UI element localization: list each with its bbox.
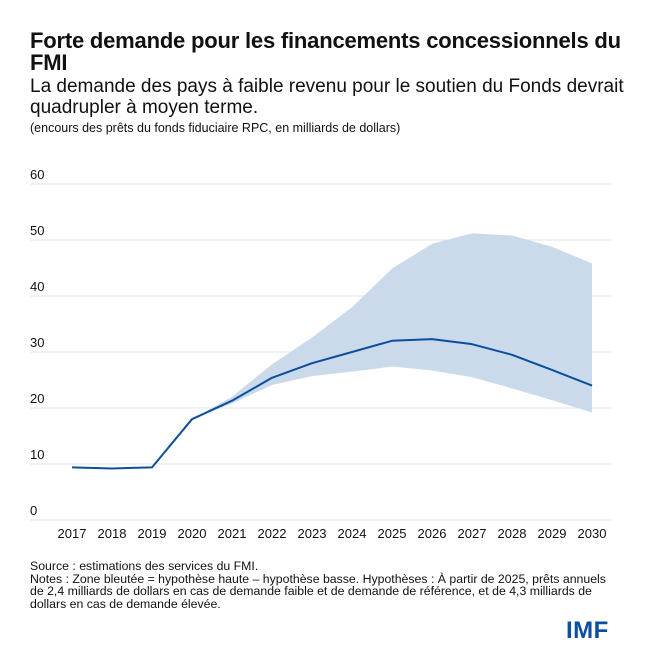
x-tick-label: 2025 [378,526,407,541]
x-tick-label: 2028 [498,526,527,541]
y-tick-label: 0 [30,503,37,518]
x-tick-label: 2017 [58,526,87,541]
y-tick-label: 20 [30,391,44,406]
x-tick-label: 2024 [338,526,367,541]
y-axis: 0 10 20 30 40 50 60 [30,167,44,518]
baseline-line-group [71,338,593,470]
y-tick-label: 10 [30,447,44,462]
y-tick-label: 60 [30,167,44,182]
y-tick-label: 30 [30,335,44,350]
footer: Source : estimations des services du FMI… [30,560,620,610]
x-tick-label: 2019 [138,526,167,541]
x-tick-label: 2021 [218,526,247,541]
source-note: Source : estimations des services du FMI… [30,559,259,573]
imf-logo: IMF [566,617,609,644]
chart-units: (encours des prêts du fonds fiduciaire R… [30,121,401,135]
range-band-group [192,233,592,420]
y-tick-label: 50 [30,223,44,238]
x-tick-label: 2023 [298,526,327,541]
chart-title: Forte demande pour les financements conc… [30,28,621,75]
baseline-series-line [71,338,593,470]
x-tick-label: 2022 [258,526,287,541]
notes: Notes : Zone bleutée = hypothèse haute –… [30,571,606,611]
range-band [192,233,592,420]
x-tick-label: 2030 [578,526,607,541]
x-tick-label: 2027 [458,526,487,541]
x-tick-label: 2018 [98,526,127,541]
x-axis: 2017 2018 2019 2020 2021 2022 2023 2024 2025 2026… [58,526,607,541]
x-tick-label: 2020 [178,526,207,541]
x-tick-label: 2029 [538,526,567,541]
x-tick-label: 2026 [418,526,447,541]
y-tick-label: 40 [30,279,44,294]
chart-subtitle: La demande des pays à faible revenu pour… [30,76,624,118]
